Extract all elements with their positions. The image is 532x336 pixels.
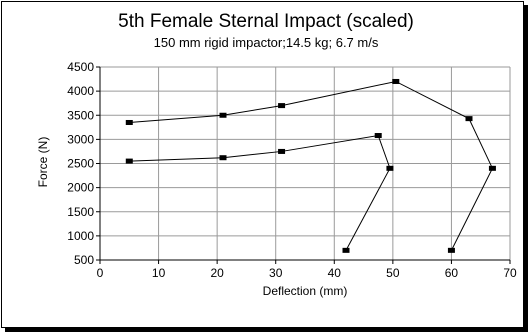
y-tick-label: 500	[74, 253, 94, 267]
x-tick-label: 40	[328, 266, 342, 280]
y-axis-label: Force (N)	[36, 137, 50, 188]
series-1-point	[447, 247, 455, 253]
series-2-point	[386, 165, 394, 171]
chart-title: 5th Female Sternal Impact (scaled)	[118, 11, 414, 32]
series-2-line	[129, 134, 391, 251]
x-tick-label: 60	[445, 266, 459, 280]
series-1-point	[278, 103, 286, 109]
x-tick-label: 30	[269, 266, 283, 280]
series-2-point	[278, 148, 286, 154]
y-tick-label: 1000	[67, 229, 94, 243]
y-tick-label: 3500	[67, 108, 94, 122]
series-1-point	[125, 119, 133, 125]
series-2-point	[342, 247, 350, 253]
x-tick-label: 20	[210, 266, 224, 280]
y-tick-label: 2000	[67, 181, 94, 195]
series-1-point	[392, 78, 400, 84]
y-tick-label: 4500	[67, 60, 94, 74]
series-2-point	[219, 155, 227, 161]
series-1-point	[488, 165, 496, 171]
y-tick-label: 4000	[67, 84, 94, 98]
series-1-point	[465, 116, 473, 122]
x-axis-label: Deflection (mm)	[263, 284, 348, 298]
x-tick-label: 50	[386, 266, 400, 280]
series-1-point	[219, 112, 227, 118]
plot-area: 500 1000 1500 2000 2500 3000 3500 4000 4500 0 10 20…	[67, 60, 517, 280]
y-tick-label: 2500	[67, 157, 94, 171]
chart-subtitle: 150 mm rigid impactor;14.5 kg; 6.7 m/s	[154, 35, 379, 50]
x-tick-label: 70	[503, 266, 517, 280]
y-tick-label: 3000	[67, 132, 94, 146]
series-2-point	[374, 133, 382, 139]
series-2-point	[125, 158, 133, 164]
x-tick-label: 10	[152, 266, 166, 280]
x-tick-label: 0	[97, 266, 104, 280]
y-tick-label: 1500	[67, 205, 94, 219]
